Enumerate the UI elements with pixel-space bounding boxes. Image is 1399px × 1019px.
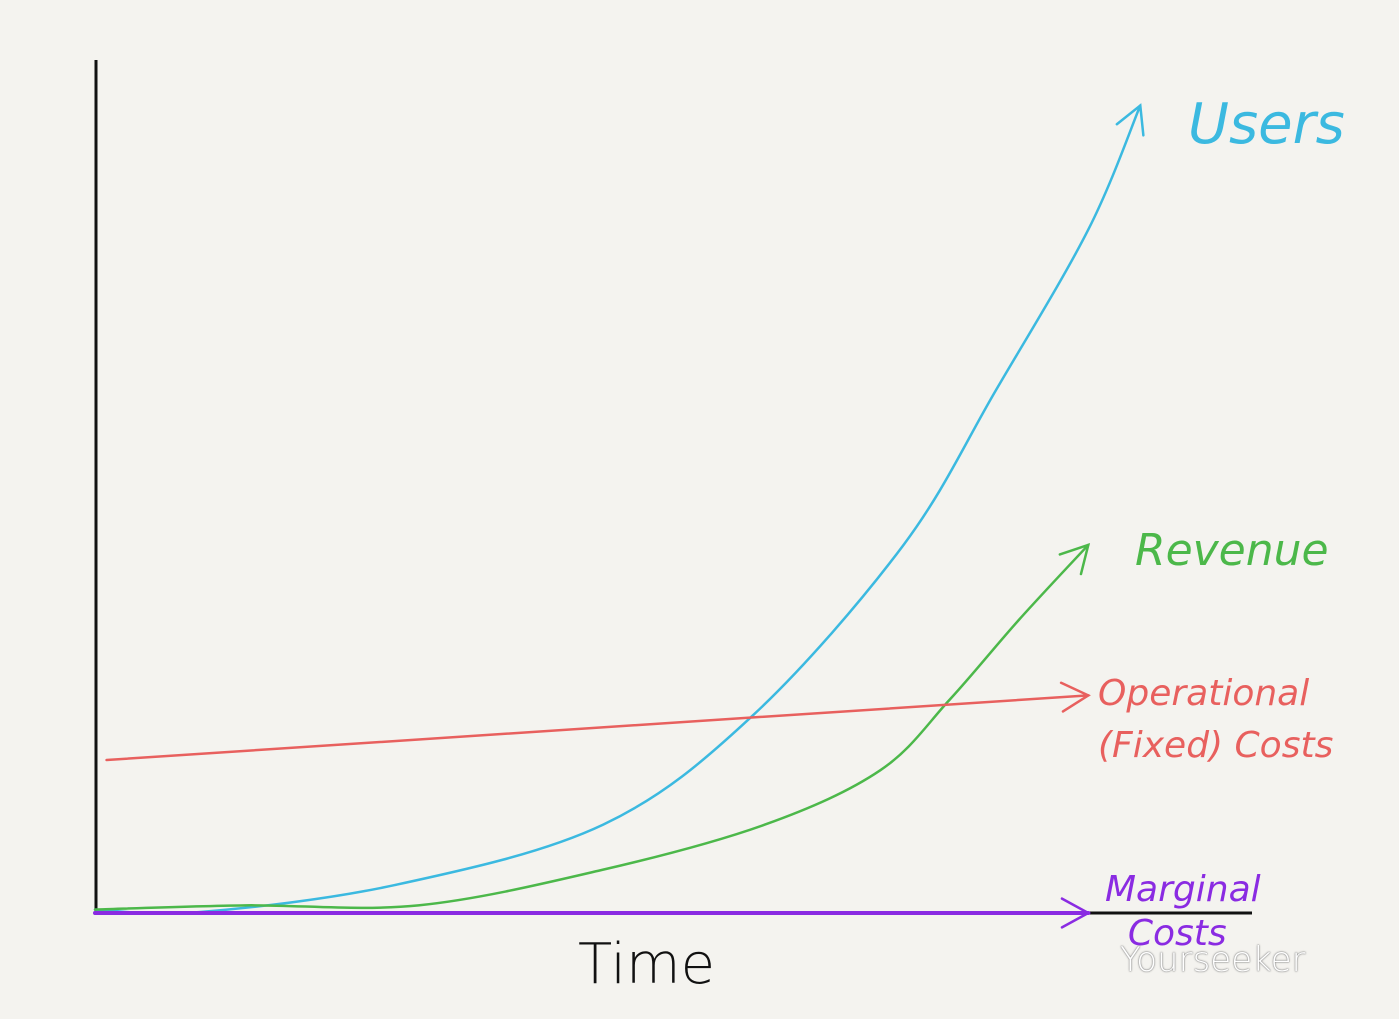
series-label-revenue: Revenue	[1135, 525, 1329, 576]
arrowhead-users	[1115, 103, 1145, 137]
series-label-users: Users	[1188, 92, 1345, 157]
series-label-operational-costs: Operational (Fixed) Costs	[1098, 673, 1334, 766]
arrowhead-operational-fixed-costs	[1059, 681, 1091, 713]
watermark: Yourseeker	[1120, 940, 1306, 980]
series-line-revenue	[93, 543, 1090, 911]
x-axis-label: Time	[578, 932, 716, 997]
series-label-marginal-costs: Marginal Costs	[1105, 869, 1261, 954]
arrowhead-revenue	[1058, 543, 1091, 576]
series-line-operational-fixed-costs	[105, 694, 1090, 762]
series-line-users	[93, 104, 1142, 915]
arrowhead-marginal-costs	[1060, 897, 1091, 929]
